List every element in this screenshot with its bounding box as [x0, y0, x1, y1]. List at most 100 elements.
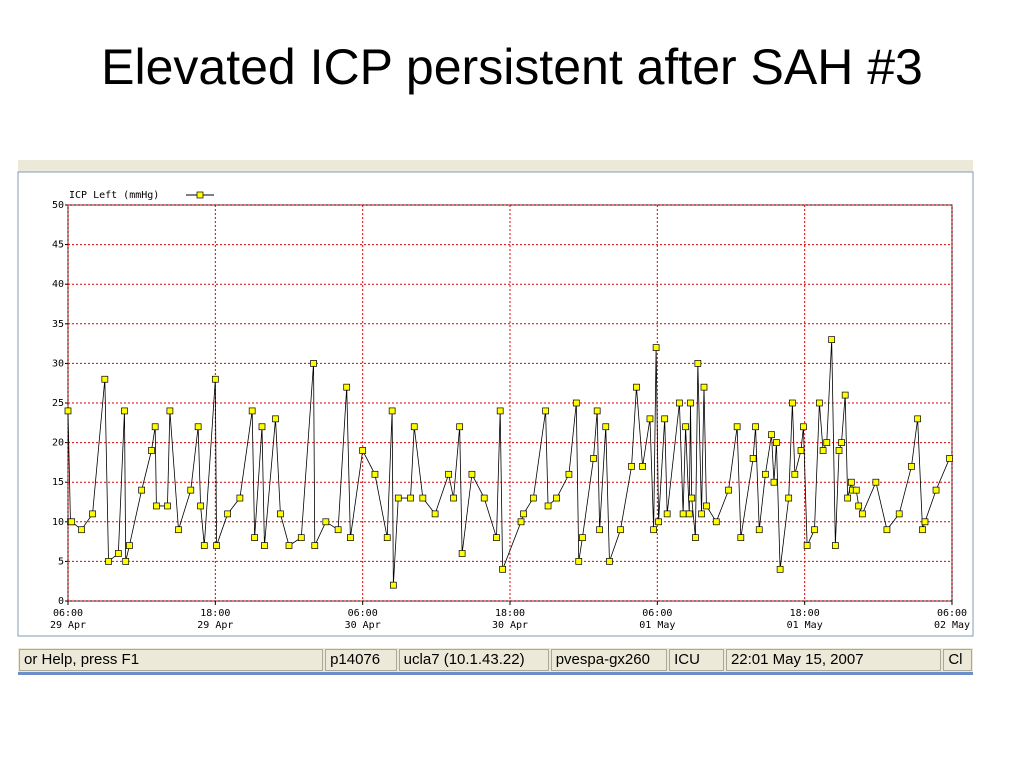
data-point: [200, 542, 208, 549]
x-tick-label: 18:00: [790, 608, 820, 619]
y-tick-label: 20: [52, 438, 64, 449]
data-point: [496, 407, 504, 415]
data-point: [855, 502, 863, 510]
data-point: [593, 407, 601, 415]
data-point: [213, 542, 220, 549]
data-point: [164, 502, 171, 510]
status-field: or Help, press F1: [19, 649, 324, 671]
data-point: [105, 558, 112, 565]
data-point: [153, 502, 160, 510]
data-point: [823, 439, 831, 446]
data-point: [755, 526, 763, 534]
data-point: [445, 470, 452, 478]
data-point: [752, 423, 759, 431]
status-field: ICU: [669, 649, 724, 671]
data-point: [687, 399, 694, 407]
data-point: [679, 510, 687, 518]
data-point: [542, 407, 549, 415]
data-point: [493, 534, 500, 541]
data-point: [194, 423, 202, 431]
data-point: [685, 510, 693, 518]
y-tick-label: 35: [52, 319, 64, 330]
data-point: [838, 439, 845, 446]
data-point: [919, 526, 926, 534]
data-point: [789, 399, 796, 407]
data-point: [572, 399, 580, 407]
data-point: [285, 542, 293, 549]
data-point: [121, 407, 128, 415]
data-point: [602, 423, 610, 431]
data-point: [248, 407, 256, 415]
data-point: [692, 534, 699, 541]
data-point: [579, 534, 586, 541]
data-point: [655, 518, 662, 526]
data-point: [456, 423, 464, 431]
data-point: [311, 542, 319, 549]
status-field: 22:01 May 15, 2007: [725, 649, 942, 671]
x-tick-label: 01 May: [787, 620, 823, 631]
x-tick-label: 30 Apr: [345, 620, 381, 631]
data-point: [828, 336, 836, 343]
data-point: [529, 494, 537, 502]
x-tick-label: 29 Apr: [197, 620, 233, 631]
x-tick-label: 06:00: [642, 608, 672, 619]
data-point: [277, 510, 284, 518]
data-point: [725, 486, 732, 494]
data-point: [68, 518, 76, 526]
data-point: [688, 494, 696, 502]
data-point: [236, 494, 244, 502]
data-point: [187, 486, 195, 494]
status-field: pvespa-gx260: [550, 649, 668, 671]
data-point: [703, 502, 710, 510]
legend-marker: [196, 191, 204, 199]
chart-panel: [17, 171, 974, 637]
data-point: [646, 415, 654, 423]
data-point: [932, 486, 940, 494]
data-point: [650, 526, 658, 534]
data-point: [844, 494, 851, 502]
data-point: [847, 478, 855, 486]
data-point: [698, 510, 705, 518]
data-point: [468, 470, 476, 478]
y-tick-label: 40: [52, 279, 64, 290]
status-field: p14076: [325, 649, 397, 671]
y-tick-label: 25: [52, 398, 64, 409]
data-point: [224, 510, 231, 518]
data-point: [64, 407, 72, 415]
data-point: [517, 518, 525, 526]
data-point: [785, 494, 793, 502]
data-point: [310, 360, 317, 367]
y-tick-label: 45: [52, 240, 64, 251]
data-point: [419, 494, 427, 502]
data-point: [712, 518, 720, 526]
data-point: [138, 486, 146, 494]
data-point: [770, 478, 778, 486]
data-point: [334, 526, 342, 534]
data-point: [407, 494, 414, 502]
x-tick-label: 06:00: [53, 608, 83, 619]
data-point: [114, 550, 122, 557]
data-point: [251, 534, 258, 541]
data-point: [431, 510, 439, 518]
data-point: [633, 383, 640, 391]
data-point: [78, 526, 85, 534]
data-point: [520, 510, 527, 518]
data-point: [652, 344, 660, 351]
data-point: [575, 558, 583, 565]
data-point: [872, 478, 880, 486]
legend-label: ICP Left (mmHg): [69, 190, 159, 201]
data-point: [816, 399, 823, 407]
data-point: [773, 439, 780, 446]
data-point: [151, 423, 159, 431]
data-point: [297, 534, 305, 541]
data-point: [322, 518, 330, 526]
status-field: Cl: [943, 649, 972, 671]
data-point: [819, 447, 827, 454]
data-point: [776, 565, 784, 573]
data-point: [122, 558, 130, 565]
data-point: [946, 455, 953, 462]
data-point: [803, 542, 811, 549]
data-point: [101, 375, 109, 383]
data-point: [700, 383, 708, 391]
